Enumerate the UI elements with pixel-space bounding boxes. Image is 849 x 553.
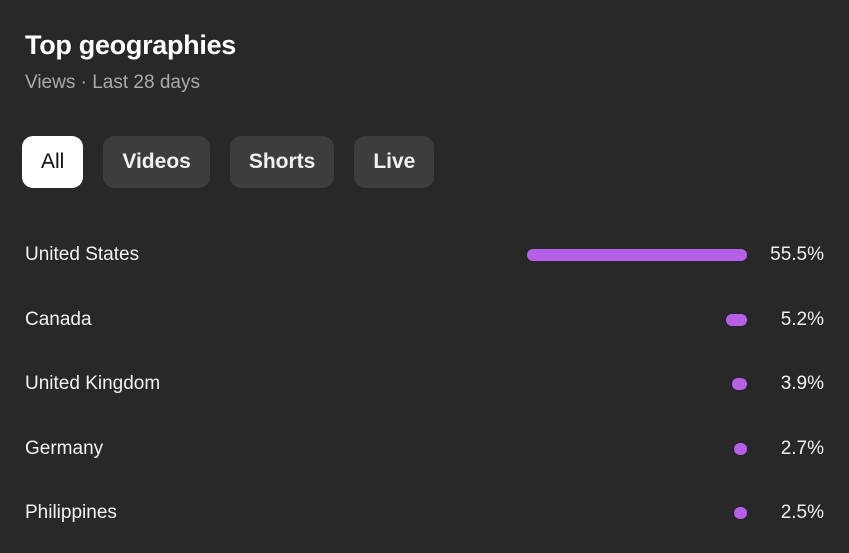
- percent-bar: [527, 249, 747, 261]
- geography-row: Canada 5.2%: [25, 305, 824, 335]
- filter-shorts[interactable]: Shorts: [229, 136, 335, 188]
- country-name: United Kingdom: [25, 373, 161, 394]
- bar-track: [527, 378, 747, 390]
- filter-live[interactable]: Live: [354, 136, 435, 188]
- geography-row: United Kingdom 3.9%: [25, 369, 824, 399]
- bar-track: [527, 313, 747, 326]
- geography-row: Germany 2.7%: [25, 434, 824, 464]
- country-name: Philippines: [25, 502, 117, 523]
- percent-value: 55.5%: [770, 244, 824, 265]
- percent-bar: [734, 442, 747, 455]
- bar-track: [527, 507, 747, 519]
- percent-value: 3.9%: [780, 373, 824, 394]
- country-name: United States: [25, 244, 140, 265]
- filter-videos[interactable]: Videos: [103, 136, 210, 188]
- filter-chips: All Videos Shorts Live: [22, 136, 435, 188]
- percent-value: 2.5%: [780, 502, 824, 523]
- card-subtitle: Views · Last 28 days: [25, 72, 200, 93]
- filter-all[interactable]: All: [22, 136, 84, 188]
- country-name: Canada: [25, 308, 92, 330]
- geography-row: Philippines 2.5%: [25, 498, 824, 528]
- percent-bar: [734, 507, 747, 519]
- percent-bar: [731, 378, 747, 390]
- country-name: Germany: [25, 437, 104, 459]
- card-title: Top geographies: [25, 30, 237, 60]
- bar-track: [527, 442, 747, 455]
- percent-bar: [726, 313, 747, 326]
- percent-value: 5.2%: [780, 308, 824, 330]
- geography-row: United States 55.5%: [25, 240, 824, 270]
- percent-value: 2.7%: [780, 437, 824, 459]
- bar-track: [527, 249, 747, 261]
